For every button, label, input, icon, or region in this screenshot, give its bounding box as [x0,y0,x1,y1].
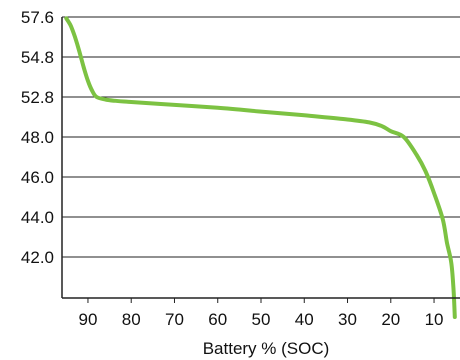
x-tick-label: 70 [165,310,184,329]
x-tick-label: 40 [295,310,314,329]
y-tick-label: 48.0 [21,128,54,147]
x-tick-label: 80 [122,310,141,329]
voltage-curve [64,16,457,319]
y-tick-label: 46.0 [21,168,54,187]
x-tick-label: 10 [425,310,444,329]
x-tick-label: 90 [78,310,97,329]
y-tick-label: 42.0 [21,248,54,267]
x-axis-title: Battery % (SOC) [203,339,330,358]
x-tick-label: 50 [252,310,271,329]
x-tick-label: 30 [338,310,357,329]
y-tick-label: 44.0 [21,208,54,227]
x-tick-label: 20 [381,310,400,329]
y-tick-label: 54.8 [21,48,54,67]
y-tick-labels: 57.6 54.8 52.8 48.0 46.0 44.0 42.0 [21,8,54,267]
x-tick-label: 60 [208,310,227,329]
y-tick-label: 52.8 [21,88,54,107]
x-tick-labels: 90 80 70 60 50 40 30 20 10 [78,298,444,329]
gridlines [62,16,460,258]
y-tick-label: 57.6 [21,8,54,27]
